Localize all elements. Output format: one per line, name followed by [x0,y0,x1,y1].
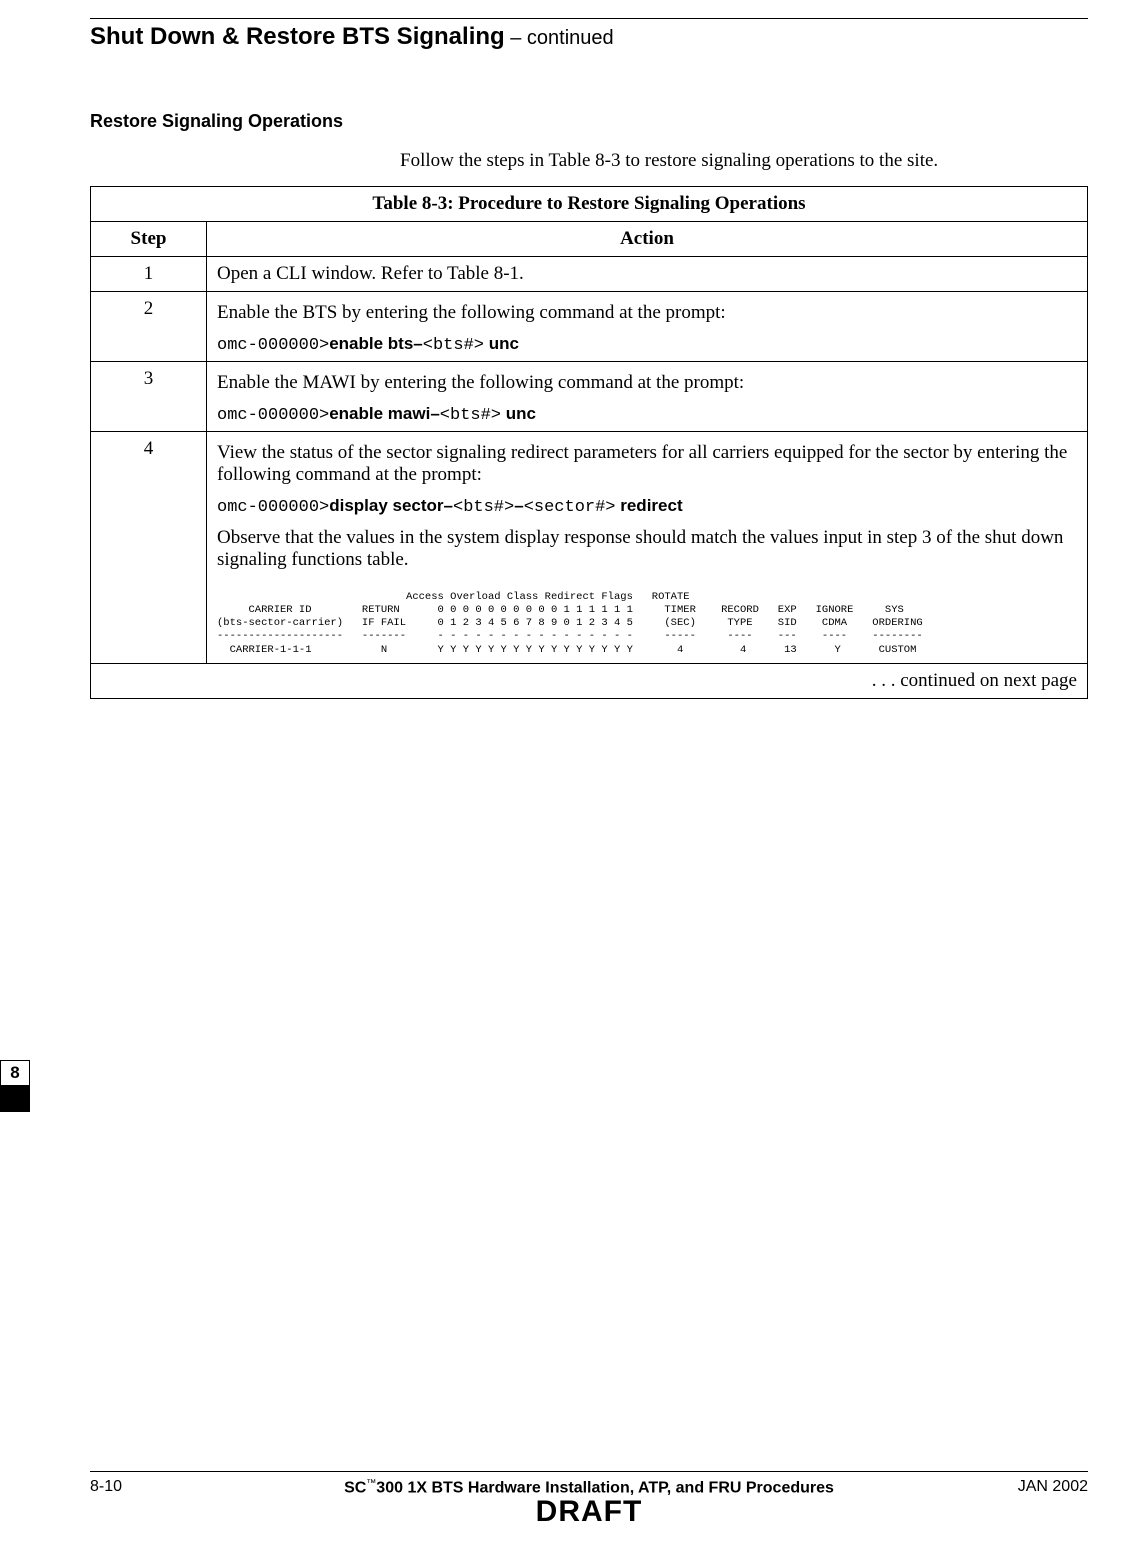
command-param: <bts#> [423,336,484,355]
observe-text: Observe that the values in the system di… [217,527,1077,571]
footer-row: 8-10 SC™300 1X BTS Hardware Installation… [90,1478,1088,1529]
top-rule [90,18,1088,19]
table-row: 2 Enable the BTS by entering the followi… [91,292,1088,362]
footer-center-prefix: SC [344,1479,366,1496]
command-line: omc-000000>display sector–<bts#>–<sector… [217,496,1077,517]
prompt: omc-000000> [217,498,329,517]
continued-row: . . . continued on next page [91,663,1088,698]
document-title-line: Shut Down & Restore BTS Signaling – cont… [90,23,1088,51]
document-title: Shut Down & Restore BTS Signaling [90,23,505,50]
chapter-side-tab: 8 [0,1060,30,1112]
footer-page-number: 8-10 [90,1478,200,1496]
action-cell: Enable the MAWI by entering the followin… [207,362,1088,432]
system-output: Access Overload Class Redirect Flags ROT… [217,591,1077,657]
command-tail: unc [484,334,519,353]
step-header: Step [91,222,207,257]
section-heading: Restore Signaling Operations [90,111,1088,132]
procedure-table: Table 8-3: Procedure to Restore Signalin… [90,186,1088,699]
command-bold: enable mawi– [329,404,440,423]
continued-text: . . . continued on next page [91,663,1088,698]
step-number: 1 [91,257,207,292]
action-text: Open a CLI window. Refer to Table 8-1. [217,263,524,284]
command-param-2: <sector#> [524,498,616,517]
command-bold: display sector– [329,496,453,515]
draft-watermark: DRAFT [200,1495,978,1529]
trademark-symbol: ™ [366,1478,376,1489]
table-row: 3 Enable the MAWI by entering the follow… [91,362,1088,432]
table-caption-label: Table 8-3: [372,193,453,214]
table-caption: Table 8-3: Procedure to Restore Signalin… [91,187,1088,222]
command-line: omc-000000>enable bts–<bts#> unc [217,334,1077,355]
command-tail: redirect [616,496,683,515]
action-cell: View the status of the sector signaling … [207,432,1088,664]
table-row: 4 View the status of the sector signalin… [91,432,1088,664]
document-title-suffix: – continued [505,27,614,49]
command-tail: unc [501,404,536,423]
action-lead: View the status of the sector signaling … [217,442,1077,486]
page: Shut Down & Restore BTS Signaling – cont… [0,0,1148,1553]
table-header-row: Step Action [91,222,1088,257]
step-number: 2 [91,292,207,362]
action-header: Action [207,222,1088,257]
footer-date: JAN 2002 [978,1478,1088,1496]
chapter-tab-filled [0,1086,30,1112]
step-number: 3 [91,362,207,432]
command-bold: enable bts– [329,334,423,353]
table-row: 1 Open a CLI window. Refer to Table 8-1. [91,257,1088,292]
footer-rule [90,1471,1088,1472]
prompt: omc-000000> [217,336,329,355]
chapter-number: 8 [0,1060,30,1086]
action-cell: Enable the BTS by entering the following… [207,292,1088,362]
step-number: 4 [91,432,207,664]
action-cell: Open a CLI window. Refer to Table 8-1. [207,257,1088,292]
command-dash: – [514,496,523,515]
footer-center-rest: 300 1X BTS Hardware Installation, ATP, a… [376,1479,834,1496]
action-lead: Enable the BTS by entering the following… [217,302,1077,324]
table-caption-rest: Procedure to Restore Signaling Operation… [454,193,806,214]
prompt: omc-000000> [217,406,329,425]
footer-center-wrap: SC™300 1X BTS Hardware Installation, ATP… [200,1478,978,1529]
action-lead: Enable the MAWI by entering the followin… [217,372,1077,394]
section-intro: Follow the steps in Table 8-3 to restore… [400,150,1088,172]
command-line: omc-000000>enable mawi–<bts#> unc [217,404,1077,425]
command-param-1: <bts#> [453,498,514,517]
page-footer: 8-10 SC™300 1X BTS Hardware Installation… [90,1471,1088,1529]
table-caption-row: Table 8-3: Procedure to Restore Signalin… [91,187,1088,222]
command-param: <bts#> [440,406,501,425]
